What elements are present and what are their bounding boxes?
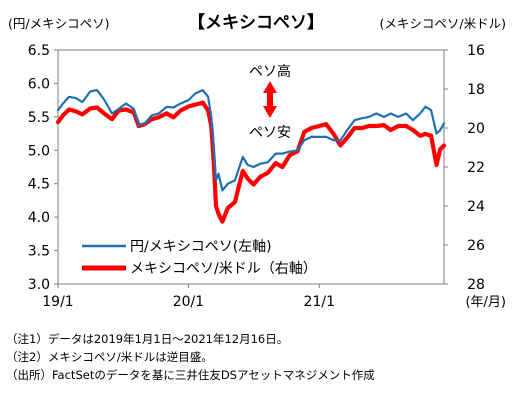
note-source: （出所）FactSetのデータを基に三井住友DSアセットマネジメント作成: [6, 368, 375, 382]
y-left-tick-label: 3.5: [28, 244, 50, 260]
y-left-tick-label: 6.0: [28, 76, 50, 92]
note-data-period: （注1）データは2019年1月1日～2021年12月16日。: [6, 332, 289, 346]
y-right-tick-label: 26: [467, 238, 485, 254]
y-left-tick-label: 5.0: [28, 143, 50, 159]
y-left-tick-label: 5.5: [28, 110, 50, 126]
y-right-tick-label: 20: [467, 121, 485, 137]
x-axis-unit-label: (年/月): [465, 295, 506, 310]
chart-title: 【メキシコペソ】: [188, 12, 324, 33]
double-arrow-icon: [263, 81, 277, 118]
x-tick-label: 21/1: [304, 294, 335, 310]
y-right-tick-label: 28: [467, 277, 485, 293]
note-inverted-scale: （注2）メキシコペソ/米ドルは逆目盛。: [6, 350, 213, 364]
annotation-peso-strong: ペソ高: [249, 63, 291, 80]
series-line-jpy-mxn: [56, 88, 446, 192]
left-axis-title: (円/メキシコペソ): [8, 16, 109, 31]
y-right-tick-label: 18: [467, 82, 485, 98]
y-left-tick-label: 3.0: [28, 277, 50, 293]
right-axis-title: (メキシコペソ/米ドル): [380, 16, 506, 31]
annotation-peso-weak: ペソ安: [249, 125, 291, 141]
legend-label-mxn-usd: メキシコペソ/米ドル（右軸）: [130, 261, 317, 277]
y-right-tick-label: 16: [467, 43, 485, 59]
y-right-tick-label: 24: [467, 199, 485, 215]
y-right-tick-label: 22: [467, 160, 485, 176]
dual-axis-line-chart: 【メキシコペソ】 (円/メキシコペソ) (メキシコペソ/米ドル) 3.0 3.5 4.0 4…: [8, 12, 506, 310]
y-left-tick-label: 4.0: [28, 210, 50, 226]
y-left-tick-label: 4.5: [28, 177, 50, 193]
x-tick-label: 19/1: [42, 294, 73, 310]
y-left-tick-label: 6.5: [28, 43, 50, 59]
x-tick-label: 20/1: [173, 294, 204, 310]
legend-label-jpy-mxn: 円/メキシコペソ(左軸): [130, 239, 272, 255]
series-line-mxn-usd: [55, 100, 447, 224]
